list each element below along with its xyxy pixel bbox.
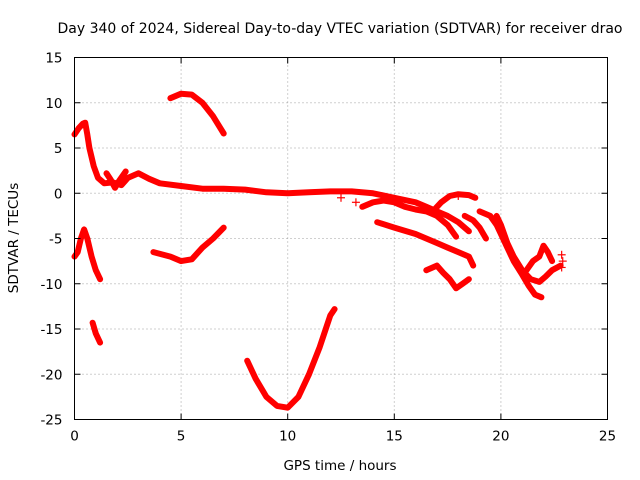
- y-tick-label: -15: [40, 322, 62, 338]
- data-series-s12: [461, 212, 489, 242]
- x-tick-label: 0: [70, 429, 79, 445]
- x-tick-label: 20: [492, 429, 509, 445]
- grid-lines: [74, 57, 608, 420]
- plot-frame: [74, 57, 608, 420]
- data-point-marker: [557, 263, 566, 272]
- x-tick-label: 5: [177, 429, 186, 445]
- y-tick-label: 5: [54, 141, 63, 157]
- data-series-s10: [429, 191, 479, 215]
- y-tick-label: 0: [54, 186, 63, 202]
- x-tick-label: 10: [279, 429, 296, 445]
- data-point-marker: [351, 198, 360, 207]
- data-series-s15: [523, 242, 556, 274]
- data-series-s7: [244, 306, 338, 411]
- x-tick-label: 25: [599, 429, 616, 445]
- data-series-s6: [150, 224, 227, 265]
- axis-ticks: 0 5 10 15 20 25 15 10 5 0 -5 -10 -15 -20 -25: [40, 51, 616, 445]
- data-point-marker: [337, 193, 345, 202]
- data-series-s3: [167, 90, 227, 137]
- data-series-s5: [89, 319, 104, 346]
- data-series-s9: [359, 197, 460, 240]
- data-point-marker: [558, 257, 567, 266]
- data-series-s14: [493, 212, 564, 285]
- data-point-marker: [454, 191, 463, 200]
- x-tick-label: 15: [386, 429, 403, 445]
- x-axis-label: GPS time / hours: [283, 458, 396, 474]
- data-series-s8: [374, 219, 477, 269]
- y-tick-label: -25: [40, 413, 62, 429]
- y-tick-label: 10: [45, 96, 62, 112]
- y-tick-label: 15: [45, 51, 62, 67]
- data-point-marker: [557, 250, 566, 259]
- data-series-s1: [71, 119, 472, 235]
- y-tick-label: -5: [49, 232, 62, 248]
- y-tick-label: -10: [40, 277, 62, 293]
- data-series-s4: [71, 226, 104, 283]
- chart-title: Day 340 of 2024, Sidereal Day-to-day VTE…: [57, 21, 622, 37]
- data-series-s11: [423, 262, 472, 292]
- y-axis-label: SDTVAR / TECUs: [6, 183, 22, 293]
- y-tick-label: -20: [40, 367, 62, 383]
- data-series: [71, 90, 567, 411]
- data-series-s2: [103, 168, 129, 191]
